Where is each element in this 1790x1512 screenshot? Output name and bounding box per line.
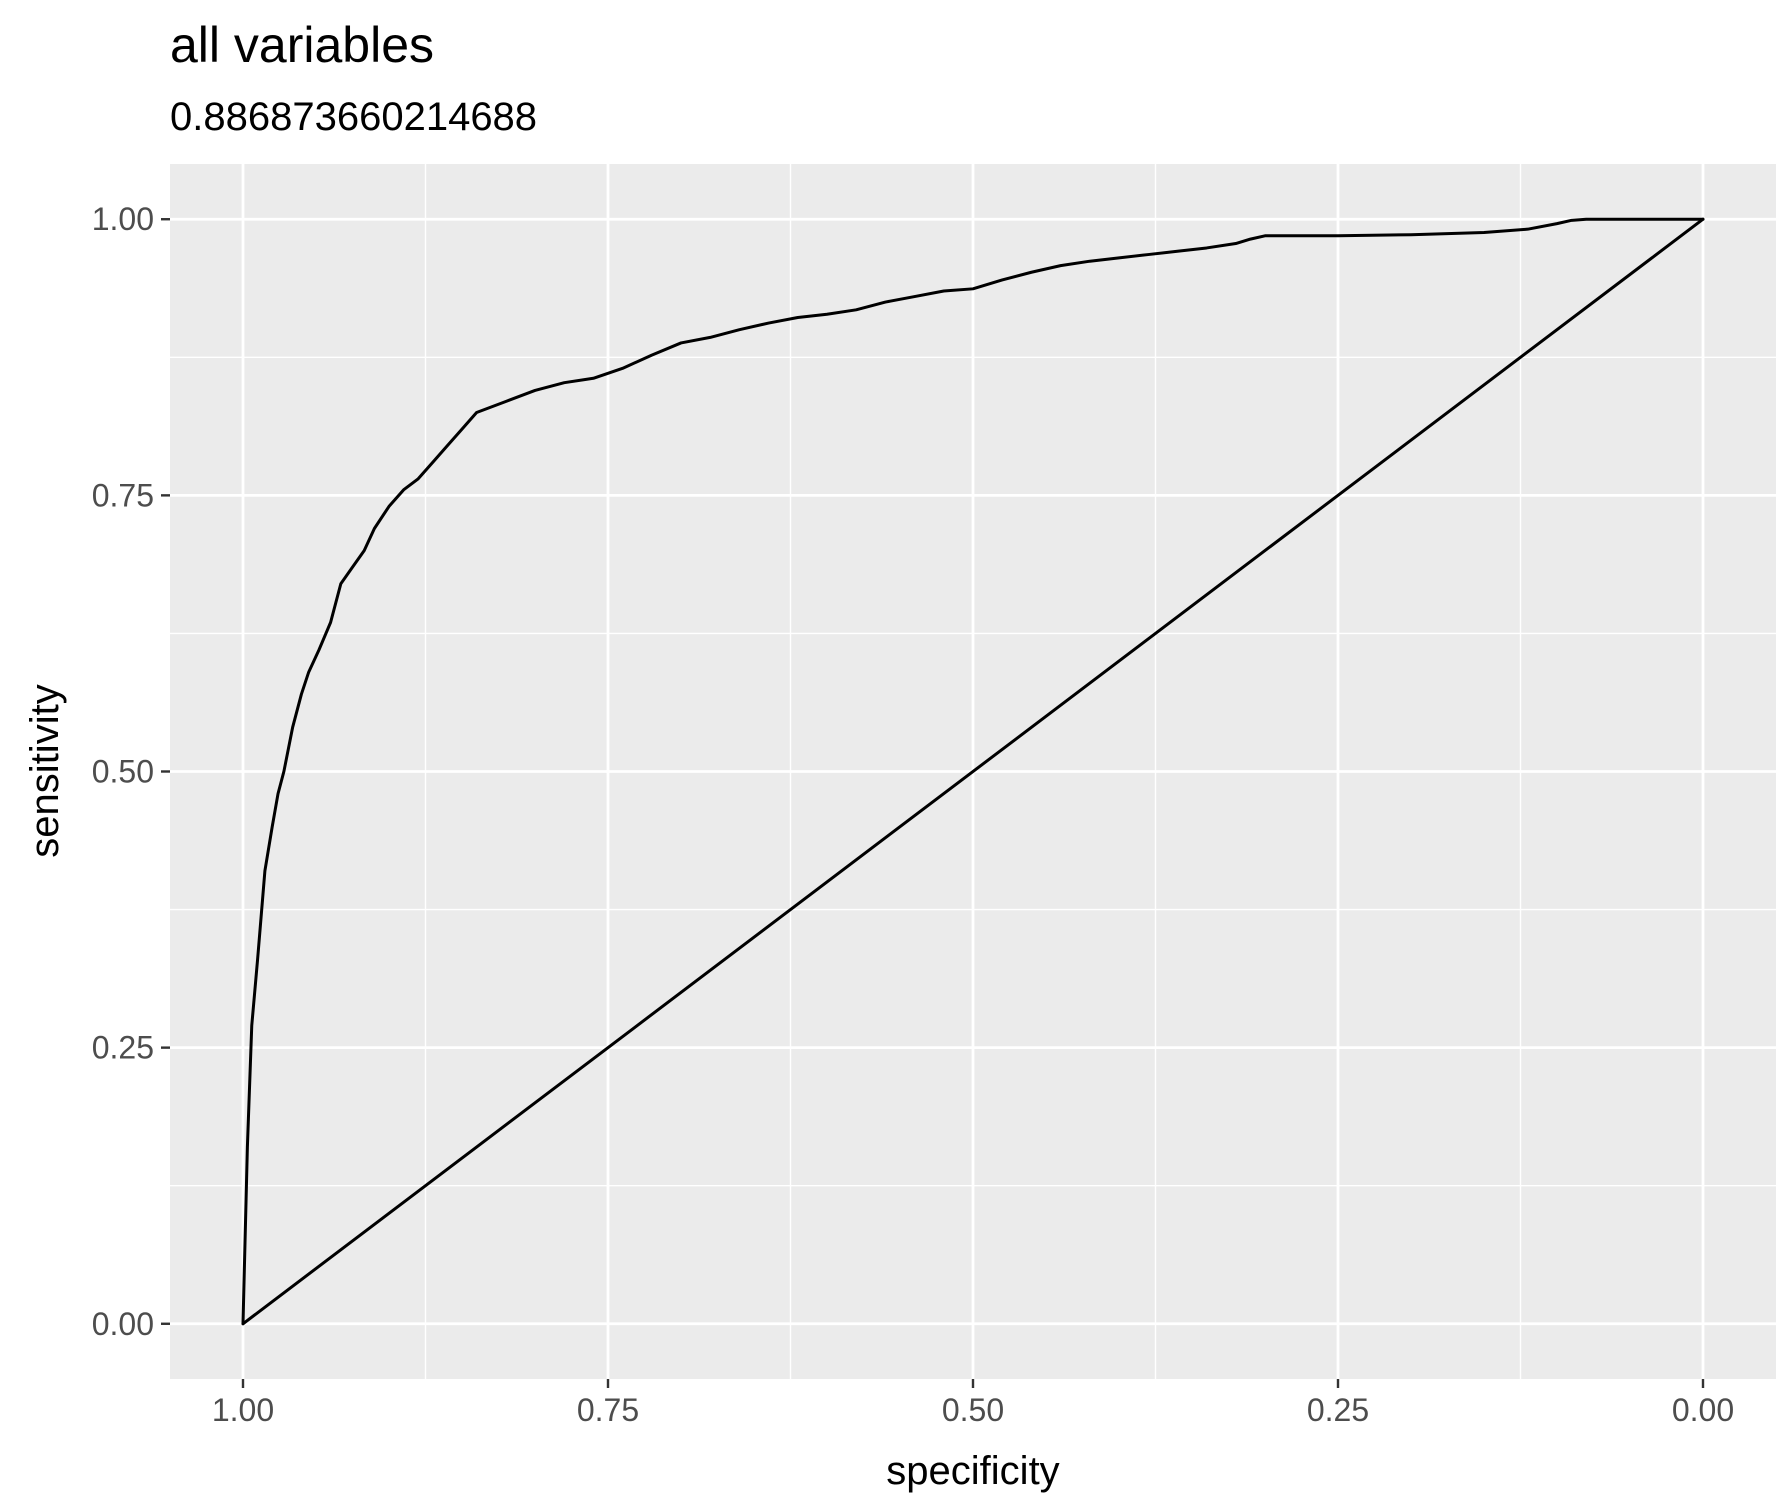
x-tick-label: 0.25 — [1307, 1392, 1369, 1428]
x-tick-label: 0.50 — [942, 1392, 1004, 1428]
x-tick-label: 1.00 — [212, 1392, 274, 1428]
chart-subtitle: 0.886873660214688 — [170, 95, 537, 139]
x-tick-label: 0.00 — [1672, 1392, 1734, 1428]
x-axis-title: specificity — [886, 1449, 1059, 1493]
y-tick-label: 0.75 — [92, 477, 154, 513]
y-axis: 0.00 0.25 0.50 0.75 1.00 — [92, 201, 170, 1342]
series-line-roc — [241, 217, 1705, 1326]
y-tick-label: 0.25 — [92, 1030, 154, 1066]
y-tick-label: 0.50 — [92, 754, 154, 790]
x-tick-label: 0.75 — [577, 1392, 639, 1428]
series-layer — [241, 217, 1705, 1326]
y-tick-label: 0.00 — [92, 1306, 154, 1342]
y-axis-title: sensitivity — [23, 684, 67, 857]
chart-title: all variables — [170, 17, 434, 73]
y-tick-label: 1.00 — [92, 201, 154, 237]
x-axis: 1.00 0.75 0.50 0.25 0.00 — [212, 1379, 1734, 1428]
series-line-chance — [241, 217, 1705, 1326]
